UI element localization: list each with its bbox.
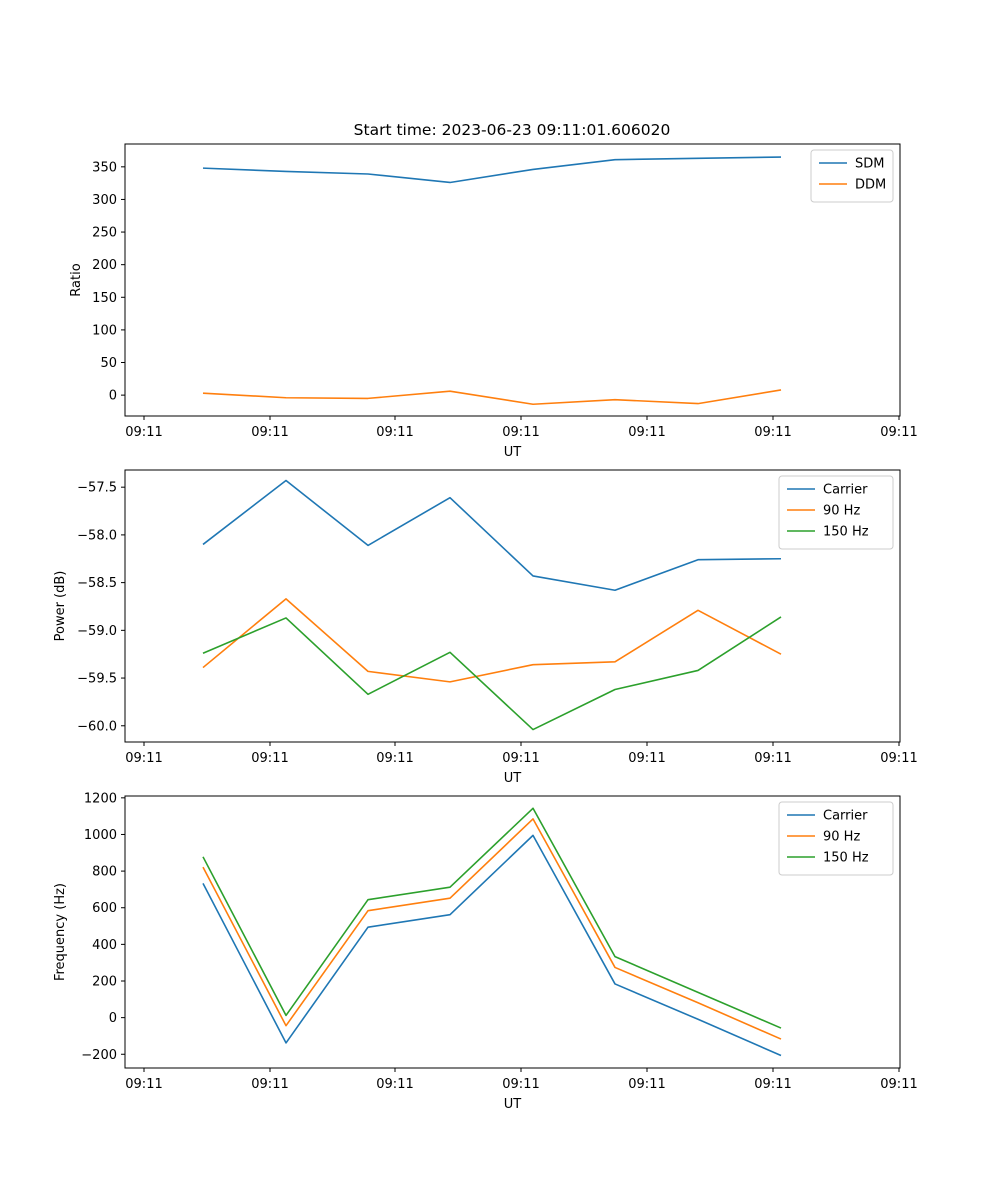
- series-line-carrier: [202, 479, 782, 592]
- x-tick-label: 09:11: [754, 751, 791, 766]
- chart-panel-3: −200 0 200 400 600 800 1000 1200 09:11 09:11 09:11…: [53, 791, 918, 1112]
- y-axis-label: Frequency (Hz): [53, 883, 68, 981]
- x-tick-label: 09:11: [628, 1077, 665, 1092]
- y-tick-label: 250: [92, 226, 117, 241]
- x-tick-label: 09:11: [628, 425, 665, 440]
- x-axis-label: UT: [504, 1097, 522, 1112]
- x-tick-label: 09:11: [502, 1077, 539, 1092]
- x-tick-label: 09:11: [502, 425, 539, 440]
- y-tick-label: 200: [92, 258, 117, 273]
- legend-label: Carrier: [823, 809, 868, 824]
- y-tick-label: 350: [92, 160, 117, 175]
- y-tick-label: 150: [92, 291, 117, 306]
- y-tick-label: 50: [100, 356, 117, 371]
- axes-frame: [124, 795, 901, 1069]
- x-tick-label: 09:11: [251, 425, 288, 440]
- x-tick-label: 09:11: [251, 751, 288, 766]
- series-line-90-hz: [202, 818, 782, 1040]
- legend-label: 90 Hz: [823, 504, 860, 519]
- y-tick-label: −60.0: [77, 719, 117, 734]
- series-line-90-hz: [202, 598, 782, 683]
- legend-label: 90 Hz: [823, 830, 860, 845]
- x-tick-label: 09:11: [125, 425, 162, 440]
- y-tick-label: −58.0: [77, 528, 117, 543]
- series-line-carrier: [202, 834, 782, 1057]
- y-tick-label: 400: [92, 938, 117, 953]
- y-axis-label: Ratio: [69, 263, 84, 296]
- x-tick-label: 09:11: [376, 425, 413, 440]
- y-tick-label: 800: [92, 865, 117, 880]
- legend: SDM DDM: [810, 149, 894, 203]
- legend-label: DDM: [855, 178, 886, 193]
- y-tick-label: −57.5: [77, 481, 117, 496]
- y-tick-label: 1000: [84, 828, 117, 843]
- x-tick-label: 09:11: [880, 425, 917, 440]
- y-tick-label: −59.5: [77, 672, 117, 687]
- series-line-ddm: [202, 389, 782, 406]
- x-tick-label: 09:11: [754, 425, 791, 440]
- y-tick-label: 200: [92, 974, 117, 989]
- axes-frame: [124, 143, 901, 417]
- legend-label: 150 Hz: [823, 851, 869, 866]
- x-tick-label: 09:11: [376, 1077, 413, 1092]
- legend-label: SDM: [855, 157, 884, 172]
- series-line-150-hz: [202, 807, 782, 1029]
- x-tick-label: 09:11: [251, 1077, 288, 1092]
- series-line-150-hz: [202, 616, 782, 731]
- y-tick-label: −58.5: [77, 576, 117, 591]
- figure-title: Start time: 2023-06-23 09:11:01.606020: [354, 121, 671, 139]
- y-tick-label: 1200: [84, 791, 117, 806]
- x-tick-label: 09:11: [376, 751, 413, 766]
- legend: Carrier 90 Hz 150 Hz: [778, 801, 894, 876]
- x-axis-label: UT: [504, 771, 522, 786]
- legend: Carrier 90 Hz 150 Hz: [778, 475, 894, 550]
- y-axis-label: Power (dB): [53, 571, 68, 642]
- y-tick-label: −59.0: [77, 624, 117, 639]
- x-tick-label: 09:11: [628, 751, 665, 766]
- y-tick-label: 0: [109, 389, 117, 404]
- x-tick-label: 09:11: [125, 751, 162, 766]
- chart-panel-2: −60.0 −59.5 −59.0 −58.5 −58.0 −57.5 09:11 09:11…: [53, 469, 918, 786]
- y-tick-label: 600: [92, 901, 117, 916]
- y-tick-label: 300: [92, 193, 117, 208]
- legend-label: 150 Hz: [823, 525, 869, 540]
- y-tick-label: 100: [92, 323, 117, 338]
- x-tick-label: 09:11: [880, 1077, 917, 1092]
- y-tick-label: −200: [81, 1048, 117, 1063]
- x-tick-label: 09:11: [125, 1077, 162, 1092]
- y-tick-label: 0: [109, 1011, 117, 1026]
- axes-frame: [124, 469, 901, 743]
- chart-panel-1: 0 50 100 150 200 250 300 350 09:11 09:11 09:11 09:1…: [69, 143, 918, 460]
- x-tick-label: 09:11: [880, 751, 917, 766]
- series-line-sdm: [202, 156, 782, 184]
- x-axis-label: UT: [504, 445, 522, 460]
- legend-label: Carrier: [823, 483, 868, 498]
- x-tick-label: 09:11: [502, 751, 539, 766]
- x-tick-label: 09:11: [754, 1077, 791, 1092]
